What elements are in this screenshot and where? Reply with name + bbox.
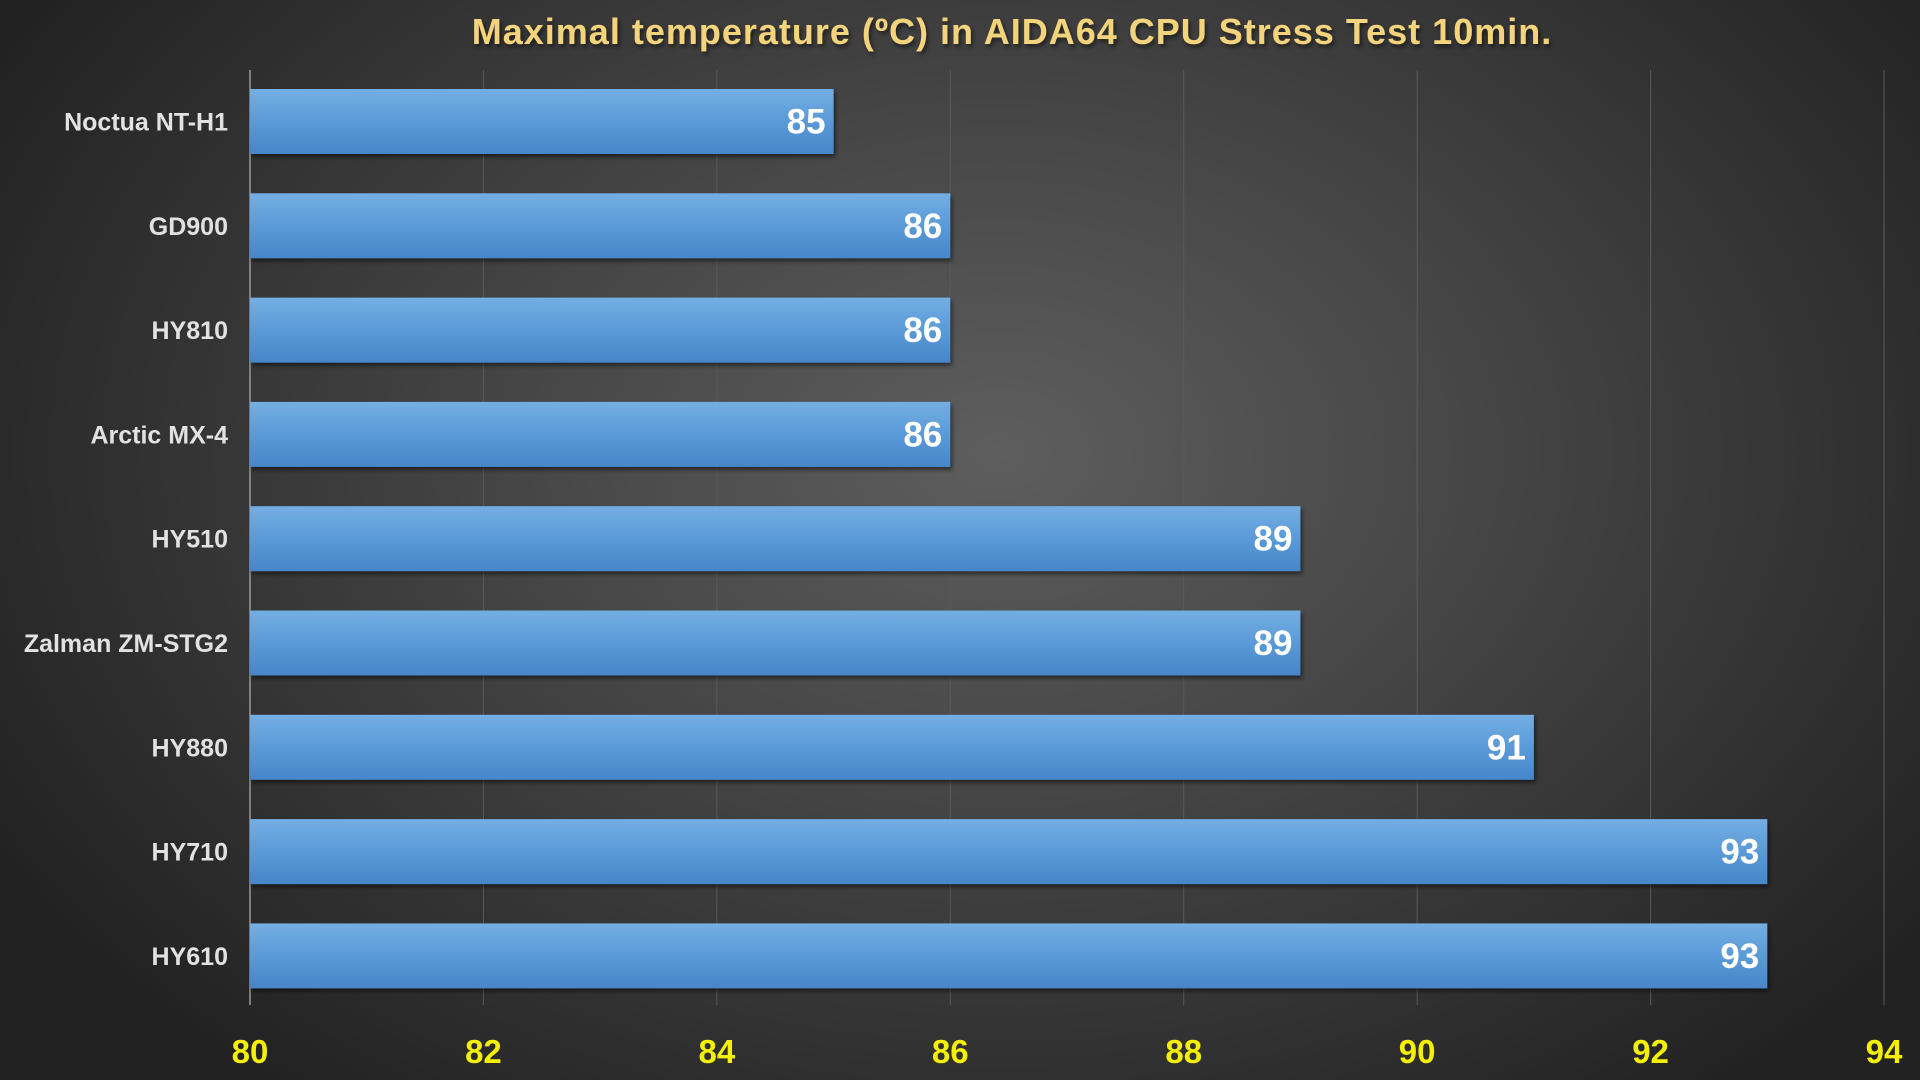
category-label: HY510 [152, 526, 228, 554]
bar [250, 89, 834, 154]
bar [250, 610, 1301, 676]
value-label: 91 [1487, 728, 1526, 767]
x-tick-label: 88 [1165, 1033, 1202, 1070]
category-label: Arctic MX-4 [90, 421, 228, 449]
value-label: 89 [1253, 624, 1292, 663]
bar-group: HY880 91 [152, 714, 1534, 780]
x-tick-label: 82 [465, 1033, 502, 1070]
bar [250, 193, 951, 259]
category-label: HY810 [152, 317, 228, 345]
category-label: HY710 [152, 839, 228, 867]
bar-group: GD900 86 [149, 193, 951, 259]
x-axis-ticks: 80 82 84 86 88 90 92 94 [232, 1033, 1903, 1070]
value-label: 89 [1253, 520, 1292, 559]
chart-title: Maximal temperature (ºC) in AIDA64 CPU S… [472, 11, 1552, 52]
value-label: 93 [1720, 937, 1759, 976]
value-label: 85 [787, 103, 826, 142]
x-tick-label: 86 [932, 1033, 969, 1070]
x-tick-label: 80 [232, 1033, 269, 1070]
category-label: HY610 [152, 943, 228, 971]
bar-group: Noctua NT-H1 85 [64, 89, 834, 154]
bar [250, 401, 951, 467]
x-tick-label: 92 [1632, 1033, 1669, 1070]
bar [250, 923, 1768, 989]
bar-group: HY510 89 [152, 506, 1301, 572]
x-tick-label: 94 [1866, 1033, 1903, 1070]
bars: Noctua NT-H1 85 GD900 86 HY810 86 Arctic MX-4 8… [24, 89, 1768, 989]
category-label: Zalman ZM-STG2 [24, 630, 228, 658]
x-tick-label: 90 [1399, 1033, 1436, 1070]
bar [250, 506, 1301, 572]
bar [250, 819, 1768, 885]
value-label: 86 [903, 415, 942, 454]
category-label: HY880 [152, 734, 228, 762]
bar [250, 714, 1534, 780]
value-label: 93 [1720, 833, 1759, 872]
bar-group: Arctic MX-4 86 [90, 401, 951, 467]
bar-group: HY710 93 [152, 819, 1768, 885]
category-label: Noctua NT-H1 [64, 109, 228, 137]
value-label: 86 [903, 207, 942, 246]
value-label: 86 [903, 311, 942, 350]
x-tick-label: 84 [698, 1033, 735, 1070]
bar-group: HY610 93 [152, 923, 1768, 989]
bar-group: HY810 86 [152, 297, 951, 363]
category-label: GD900 [149, 213, 228, 241]
bar [250, 297, 951, 363]
bar-group: Zalman ZM-STG2 89 [24, 610, 1301, 676]
